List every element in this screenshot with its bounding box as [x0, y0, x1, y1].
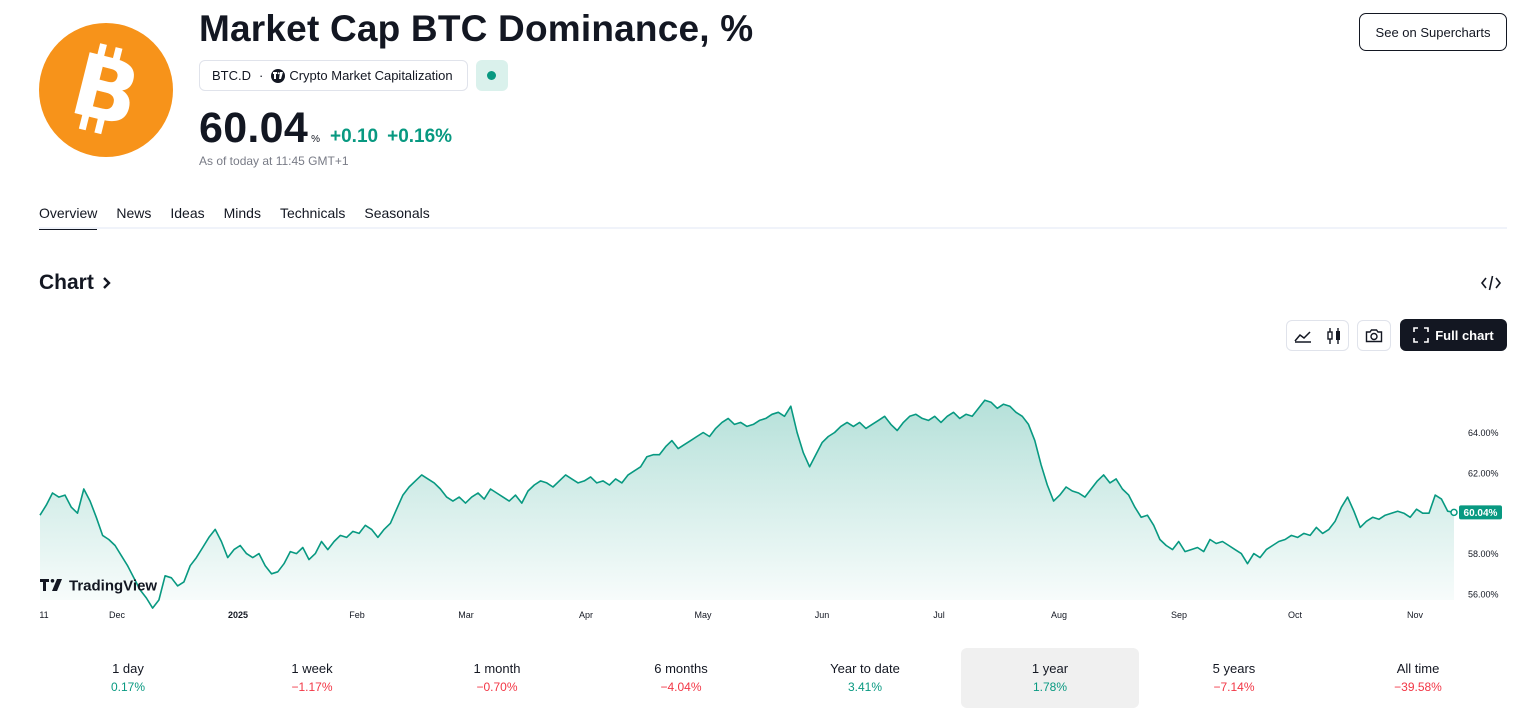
chart-section-heading[interactable]: Chart	[39, 271, 112, 295]
period-label: 1 day	[112, 661, 144, 676]
dominance-area-chart[interactable]: 56.00%58.00%60.00%62.00%64.00% 11Dec2025…	[0, 360, 1528, 630]
period-label: 6 months	[654, 661, 708, 676]
x-tick-label: Sep	[1171, 610, 1187, 620]
period-return-value: −4.04%	[660, 680, 702, 694]
period-return-value: 1.78%	[1032, 680, 1068, 694]
candles-chart-button[interactable]	[1318, 321, 1349, 350]
snapshot-button[interactable]	[1357, 320, 1391, 351]
symbol-chip[interactable]: BTC.D · Crypto Market Capitalization	[199, 60, 468, 91]
x-tick-label: 2025	[228, 610, 248, 620]
tab-seasonals[interactable]: Seasonals	[364, 205, 430, 221]
period-label: 1 week	[291, 661, 333, 676]
period-5-years[interactable]: 5 years −7.14%	[1145, 648, 1323, 708]
price-change-percent: +0.16%	[387, 126, 453, 147]
candles-icon	[1326, 327, 1340, 344]
tradingview-wordmark: TradingView	[69, 578, 157, 595]
last-value-dot	[1450, 508, 1458, 517]
area-chart-button[interactable]	[1287, 321, 1318, 350]
status-dot-icon	[487, 71, 496, 80]
bitcoin-logo: B	[39, 23, 173, 157]
price-row: 60.04 % +0.10 +0.16%	[199, 104, 461, 153]
period-label: 1 month	[473, 661, 521, 676]
tab-overview[interactable]: Overview	[39, 205, 98, 230]
period-all-time[interactable]: All time −39.58%	[1329, 648, 1507, 708]
y-tick-label: 62.00%	[1468, 468, 1499, 478]
x-tick-label: Jun	[815, 610, 830, 620]
period-label: 1 year	[1031, 661, 1069, 676]
last-value-label: 60.04%	[1464, 508, 1498, 519]
period-return-value: −7.14%	[1213, 680, 1255, 694]
x-tick-label: Nov	[1407, 610, 1424, 620]
last-value-marker: 60.04%	[1450, 505, 1502, 520]
svg-text:B: B	[62, 35, 150, 148]
camera-icon	[1365, 329, 1383, 343]
period-year-to-date[interactable]: Year to date 3.41%	[776, 648, 954, 708]
see-on-supercharts-button[interactable]: See on Supercharts	[1359, 13, 1507, 51]
period-label: 5 years	[1212, 661, 1256, 676]
period-1-year[interactable]: 1 year 1.78%	[961, 648, 1139, 708]
tab-ideas[interactable]: Ideas	[170, 205, 205, 221]
x-tick-label: Apr	[579, 610, 593, 620]
tradingview-logo-icon	[40, 579, 62, 591]
ticker-separator: ·	[259, 68, 264, 83]
y-tick-label: 56.00%	[1468, 590, 1499, 600]
period-1-week[interactable]: 1 week −1.17%	[223, 648, 401, 708]
tab-minds[interactable]: Minds	[223, 205, 261, 221]
area-chart-icon	[1293, 330, 1311, 343]
full-chart-label: Full chart	[1435, 327, 1494, 343]
period-label: All time	[1396, 661, 1440, 676]
chart-heading-label: Chart	[39, 271, 94, 294]
last-value-box	[1459, 505, 1502, 520]
period-return-value: −39.58%	[1394, 680, 1442, 694]
x-tick-label: 11	[39, 610, 48, 620]
price-unit: %	[311, 134, 321, 145]
full-chart-button[interactable]: Full chart	[1400, 319, 1507, 351]
page-title: Market Cap BTC Dominance, %	[199, 8, 754, 49]
series-line	[39, 399, 1455, 609]
y-tick-label: 58.00%	[1468, 549, 1499, 559]
current-price: 60.04	[199, 104, 309, 152]
series-area-fill	[40, 400, 1454, 609]
ticker-symbol: BTC.D	[212, 68, 251, 83]
embed-code-icon[interactable]	[1480, 274, 1502, 292]
x-tick-label: Mar	[458, 610, 474, 620]
chevron-right-icon	[102, 277, 111, 289]
chart-style-toggle	[1286, 320, 1349, 351]
market-status-badge[interactable]	[476, 60, 508, 91]
tradingview-watermark[interactable]: TradingView	[40, 578, 157, 595]
period-1-month[interactable]: 1 month −0.70%	[408, 648, 586, 708]
tradingview-icon	[271, 68, 286, 83]
y-tick-label: 64.00%	[1468, 428, 1499, 438]
bitcoin-icon: B	[62, 35, 150, 148]
x-tick-label: Aug	[1051, 610, 1067, 620]
exchange-name: Crypto Market Capitalization	[289, 68, 453, 83]
x-axis: 11 Dec 2025 Feb Mar Apr May Jun Jul Aug Sep Oct Nov	[39, 610, 1423, 620]
period-return-value: −1.17%	[291, 680, 333, 694]
period-6-months[interactable]: 6 months −4.04%	[592, 648, 770, 708]
as-of-timestamp: As of today at 11:45 GMT+1	[199, 154, 349, 168]
tabs-divider	[39, 227, 1507, 229]
period-return-value: 0.17%	[110, 680, 146, 694]
x-tick-label: Oct	[1288, 610, 1303, 620]
period-return-value: −0.70%	[476, 680, 518, 694]
x-tick-label: May	[694, 610, 712, 620]
symbol-tabs: Overview News Ideas Minds Technicals Sea…	[39, 205, 449, 230]
period-returns: 1 day 0.17% 1 week −1.17% 1 month −0.70% 6 mon…	[39, 648, 1507, 708]
x-tick-label: Jul	[933, 610, 945, 620]
tab-technicals[interactable]: Technicals	[279, 205, 346, 221]
x-tick-label: Feb	[349, 610, 365, 620]
x-tick-label: Dec	[109, 610, 126, 620]
tab-news[interactable]: News	[116, 205, 152, 221]
fullscreen-icon	[1413, 327, 1430, 343]
period-return-value: 3.41%	[847, 680, 883, 694]
price-change: +0.10	[330, 126, 379, 147]
period-1-day[interactable]: 1 day 0.17%	[39, 648, 217, 708]
period-label: Year to date	[830, 661, 900, 676]
